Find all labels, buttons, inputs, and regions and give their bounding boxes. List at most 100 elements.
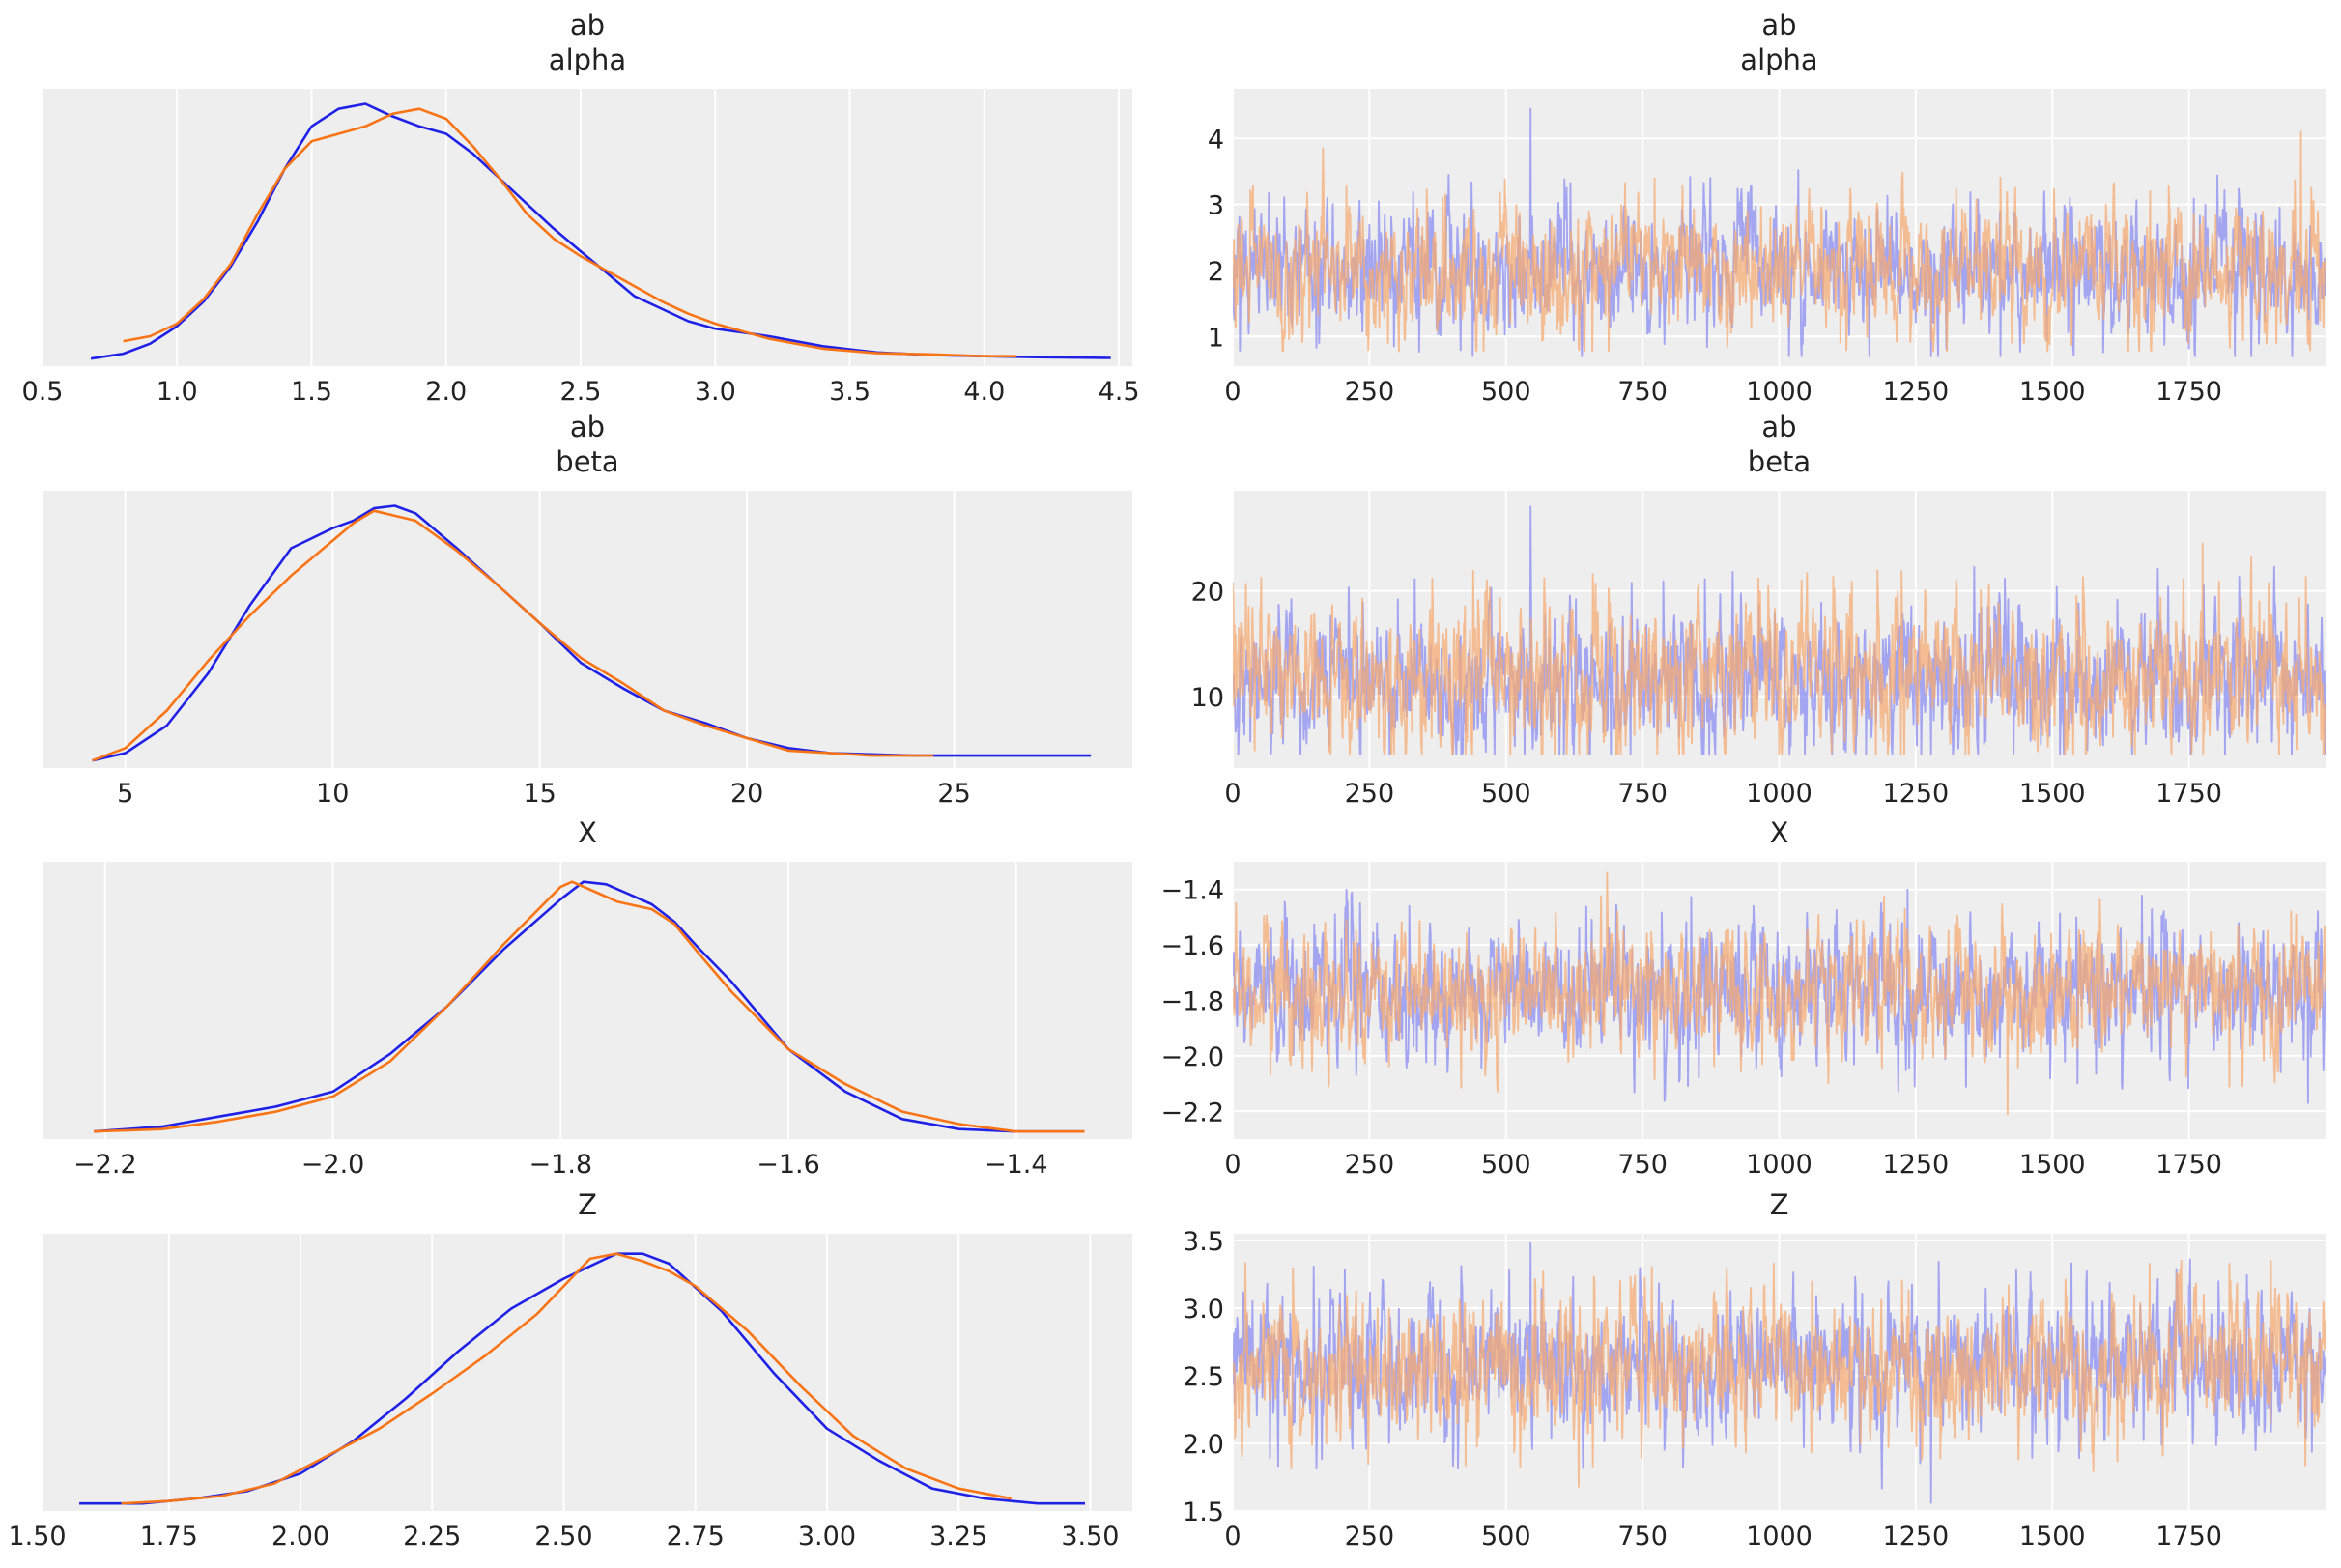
- x-tick-label: 1750: [2155, 779, 2222, 809]
- y-tick-label: −2.2: [1160, 1098, 1224, 1127]
- x-tick-label: 2.00: [271, 1522, 329, 1552]
- y-tick-label: −1.4: [1160, 876, 1224, 906]
- x-tick-label: 3.00: [798, 1522, 856, 1552]
- x-tick-label: −1.4: [985, 1150, 1048, 1180]
- x-tick-label: 2.0: [425, 377, 467, 407]
- kde-line-chain-0: [93, 880, 1085, 1133]
- plot-area: [92, 504, 1092, 762]
- panel-background: [43, 89, 1132, 366]
- x-tick-label: −1.6: [757, 1150, 820, 1180]
- x-tick-label: 250: [1345, 1150, 1395, 1180]
- x-tick-label: 1000: [1746, 377, 1813, 407]
- kde-line-chain-1: [93, 880, 1085, 1133]
- panel-title-line: ab: [570, 9, 605, 42]
- panel-background: [43, 1234, 1132, 1511]
- x-tick-label: 1.5: [291, 377, 332, 407]
- x-tick-label: 3.5: [829, 377, 871, 407]
- kde-panel-4: Z 1.50 1.75 2.00 2.25 2.50 2.75 3.00 3.25 3.50: [8, 1188, 1132, 1552]
- x-tick-label: 0: [1224, 377, 1241, 407]
- x-tick-label: 4.0: [963, 377, 1005, 407]
- x-tick-label: 750: [1617, 377, 1668, 407]
- x-tick-label: 1250: [1883, 779, 1950, 809]
- x-tick-label: 2.50: [534, 1522, 592, 1552]
- trace-line-chain-1: [1233, 1260, 2326, 1488]
- y-tick-label: 1.5: [1183, 1497, 1224, 1527]
- x-tick-label: 1.75: [140, 1522, 198, 1552]
- x-tick-label: 500: [1481, 377, 1531, 407]
- trace-line-chain-1: [1233, 130, 2326, 353]
- y-tick-label: 3.5: [1183, 1227, 1224, 1257]
- x-tick-label: 3.25: [929, 1522, 987, 1552]
- y-tick-label: 1: [1208, 323, 1224, 353]
- y-tick-label: 2: [1208, 257, 1224, 287]
- y-tick-label: 20: [1191, 578, 1224, 608]
- x-tick-label: 25: [937, 779, 970, 809]
- x-tick-label: 15: [523, 779, 556, 809]
- trace-line-chain-1: [1233, 871, 2326, 1116]
- x-tick-label: 0: [1224, 779, 1241, 809]
- trace-panel-3: X 0 250 500 750 1000 1250 1500 1750 −2.2 −2.0 −1.8 −…: [1160, 816, 2326, 1180]
- y-tick-label: 3: [1208, 191, 1224, 221]
- x-tick-label: 1750: [2155, 377, 2222, 407]
- trace-line-chain-1: [1233, 542, 2326, 755]
- plot-area: [1233, 871, 2326, 1116]
- x-tick-label: 2.5: [560, 377, 602, 407]
- x-tick-label: 1000: [1746, 779, 1813, 809]
- panel-title-line: beta: [556, 445, 618, 478]
- x-tick-label: 1.0: [157, 377, 198, 407]
- panel-title-line: alpha: [549, 43, 626, 76]
- x-tick-label: 1750: [2155, 1150, 2222, 1180]
- x-tick-label: 1250: [1883, 377, 1950, 407]
- x-tick-label: 250: [1345, 1522, 1395, 1552]
- y-tick-label: −2.0: [1160, 1042, 1224, 1072]
- x-tick-label: 1500: [2019, 1150, 2086, 1180]
- x-tick-label: 1500: [2019, 779, 2086, 809]
- x-tick-label: 2.25: [403, 1522, 461, 1552]
- kde-panel-3: X −2.2 −2.0 −1.8 −1.6 −1.4: [43, 816, 1132, 1180]
- x-tick-label: 1750: [2155, 1522, 2222, 1552]
- x-tick-label: 1.50: [8, 1522, 66, 1552]
- x-tick-label: 1250: [1883, 1150, 1950, 1180]
- x-tick-label: 1000: [1746, 1522, 1813, 1552]
- x-tick-label: 0: [1224, 1522, 1241, 1552]
- panel-title-line: beta: [1748, 445, 1811, 478]
- kde-line-chain-1: [121, 1252, 1012, 1505]
- plot-area: [90, 102, 1111, 360]
- y-tick-label: −1.6: [1160, 931, 1224, 961]
- x-tick-label: 750: [1617, 1150, 1668, 1180]
- x-tick-label: −2.2: [73, 1150, 137, 1180]
- panel-title-line: ab: [1761, 411, 1796, 443]
- y-tick-label: 4: [1208, 125, 1224, 155]
- panel-background: [43, 491, 1132, 768]
- x-tick-label: 1000: [1746, 1150, 1813, 1180]
- x-tick-label: 250: [1345, 377, 1395, 407]
- x-tick-label: 500: [1481, 1522, 1531, 1552]
- x-tick-label: 250: [1345, 779, 1395, 809]
- x-tick-label: 10: [316, 779, 349, 809]
- y-tick-label: 3.0: [1183, 1295, 1224, 1325]
- plot-area: [1233, 107, 2326, 357]
- x-tick-label: −1.8: [529, 1150, 593, 1180]
- x-tick-label: 1500: [2019, 1522, 2086, 1552]
- y-tick-label: −1.8: [1160, 987, 1224, 1017]
- plot-area: [1233, 1241, 2326, 1504]
- panel-title-line: ab: [570, 411, 605, 443]
- panel-title-line: alpha: [1740, 43, 1817, 76]
- x-tick-label: 3.0: [695, 377, 736, 407]
- x-tick-label: 500: [1481, 1150, 1531, 1180]
- panel-title-line: X: [578, 816, 597, 849]
- x-tick-label: 750: [1617, 1522, 1668, 1552]
- x-tick-label: 500: [1481, 779, 1531, 809]
- x-tick-label: 0.5: [22, 377, 64, 407]
- panel-title-line: ab: [1761, 9, 1796, 42]
- kde-line-chain-1: [92, 509, 934, 762]
- x-tick-label: 1500: [2019, 377, 2086, 407]
- x-tick-label: 5: [117, 779, 133, 809]
- panel-title-line: X: [1770, 816, 1789, 849]
- panel-title-line: Z: [1770, 1188, 1789, 1221]
- y-tick-label: 2.0: [1183, 1430, 1224, 1460]
- plot-area: [1233, 505, 2326, 755]
